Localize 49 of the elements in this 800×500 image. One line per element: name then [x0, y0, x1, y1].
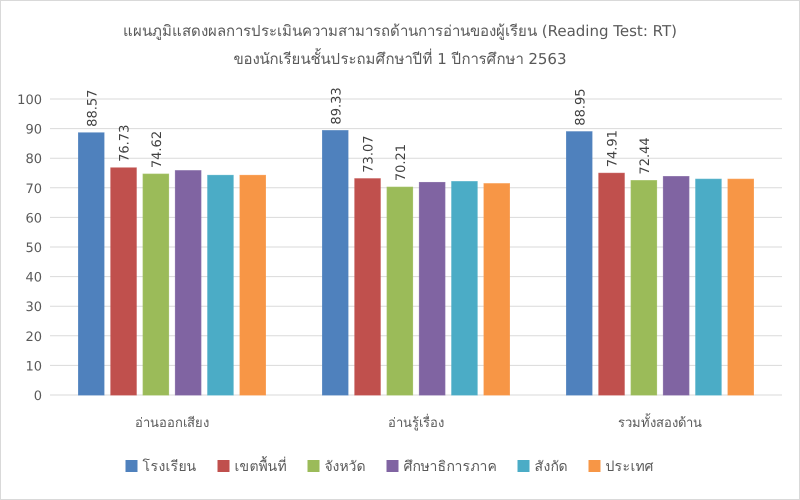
x-tick-label: รวมทั้งสองด้าน — [618, 413, 702, 431]
y-tick-label: 60 — [25, 211, 42, 226]
bar — [174, 170, 202, 396]
y-tick-label: 80 — [25, 152, 42, 168]
bar — [322, 130, 348, 396]
bar — [484, 183, 510, 396]
bar — [142, 174, 170, 396]
legend-label: ศึกษาธิการภาค — [404, 459, 496, 475]
bar — [354, 178, 381, 396]
chart-title: แผนภูมิแสดงผลการประเมินความสามารถด้านการอ่านของผู้เรียน (Reading Test: RT) — [123, 22, 677, 40]
bar — [728, 178, 754, 396]
data-label: 72.44 — [638, 137, 653, 175]
bar — [451, 181, 478, 396]
bar — [240, 174, 266, 396]
y-tick-label: 100 — [17, 93, 42, 108]
bar — [662, 176, 690, 396]
legend-label: ประเทศ — [606, 459, 654, 475]
bar — [598, 172, 625, 396]
legend-label: สังกัด — [534, 459, 568, 475]
y-tick-label: 20 — [25, 330, 42, 345]
y-tick-label: 10 — [25, 359, 42, 374]
y-tick-label: 50 — [25, 241, 42, 256]
data-label: 88.57 — [85, 90, 100, 127]
data-label: 70.21 — [394, 144, 409, 182]
legend-label: โรงเรียน — [142, 458, 196, 475]
bar — [630, 180, 658, 396]
bar — [566, 131, 592, 396]
data-label: 73.07 — [362, 135, 377, 173]
bar — [418, 182, 446, 396]
y-tick-label: 0 — [34, 389, 42, 404]
y-tick-label: 70 — [25, 182, 42, 197]
chart-subtitle: ของนักเรียนชั้นประถมศึกษาปีที่ 1 ปีการศึกษา 2563 — [233, 48, 567, 68]
bar — [110, 167, 137, 396]
y-tick-label: 90 — [25, 122, 42, 138]
bar — [386, 186, 414, 396]
y-tick-label: 30 — [25, 300, 42, 316]
x-tick-label: อ่านรู้เรื่อง — [388, 414, 444, 431]
data-label: 88.95 — [573, 88, 588, 126]
data-label: 74.62 — [150, 130, 165, 168]
bar — [78, 132, 104, 396]
data-label: 89.33 — [329, 87, 344, 125]
x-tick-label: อ่านออกเสียง — [135, 415, 209, 431]
legend-label: เขตพื้นที่ — [234, 456, 286, 475]
data-label: 76.73 — [118, 124, 133, 162]
bar — [695, 178, 722, 396]
data-label: 74.91 — [606, 130, 621, 168]
bar — [207, 174, 234, 396]
legend-label: จังหวัด — [324, 459, 366, 475]
y-tick-label: 40 — [25, 270, 42, 286]
